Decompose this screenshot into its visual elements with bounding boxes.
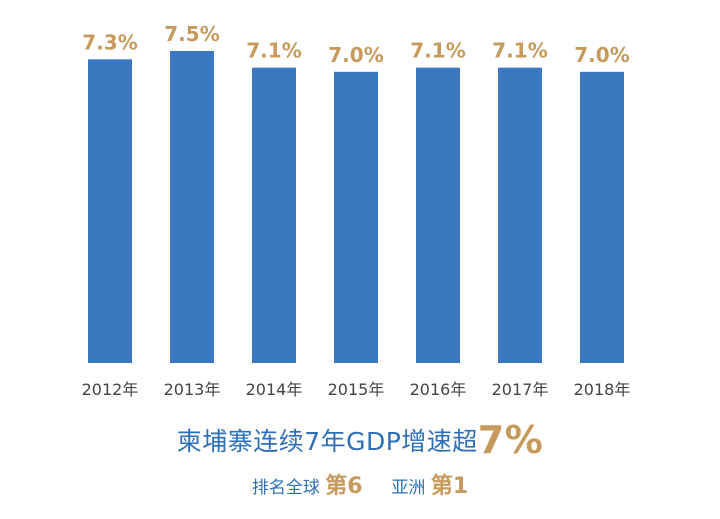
data-label-2017年: 7.1% xyxy=(492,39,547,63)
x-tick-label-2014年: 2014年 xyxy=(246,380,303,399)
bar-2017年 xyxy=(498,67,542,363)
x-tick-label-2016年: 2016年 xyxy=(410,380,467,399)
bar-2012年 xyxy=(88,59,132,363)
data-label-2012年: 7.3% xyxy=(82,30,137,54)
x-tick-label-2013年: 2013年 xyxy=(164,380,221,399)
caption-headline-highlight: 7% xyxy=(477,418,544,462)
data-label-2018年: 7.0% xyxy=(574,43,629,67)
x-tick-label-2017年: 2017年 xyxy=(492,380,549,399)
bar-2018年 xyxy=(580,71,624,364)
data-label-2016年: 7.1% xyxy=(410,39,465,63)
data-label-2013年: 7.5% xyxy=(164,22,219,46)
caption-headline: 柬埔寨连续7年GDP增速超7% xyxy=(0,418,720,462)
caption-ranking: 排名全球 第6 亚洲 第1 xyxy=(0,468,720,500)
bar-2014年 xyxy=(252,67,296,363)
bar-2013年 xyxy=(170,51,214,363)
caption-headline-text: 柬埔寨连续7年GDP增速超 xyxy=(176,427,478,456)
caption-ranking-asia-value: 第1 xyxy=(430,474,469,499)
x-tick-label-2015年: 2015年 xyxy=(328,380,385,399)
bar-2015年 xyxy=(334,71,378,364)
data-label-2014年: 7.1% xyxy=(246,39,301,63)
caption-ranking-asia-text: 亚洲 xyxy=(391,478,426,498)
x-tick-label-2012年: 2012年 xyxy=(82,380,139,399)
data-label-2015年: 7.0% xyxy=(328,43,383,67)
x-tick-label-2018年: 2018年 xyxy=(574,380,631,399)
caption-ranking-global-value: 第6 xyxy=(325,474,363,499)
bar-2016年 xyxy=(416,67,460,363)
caption-ranking-global-text: 排名全球 xyxy=(251,478,320,498)
